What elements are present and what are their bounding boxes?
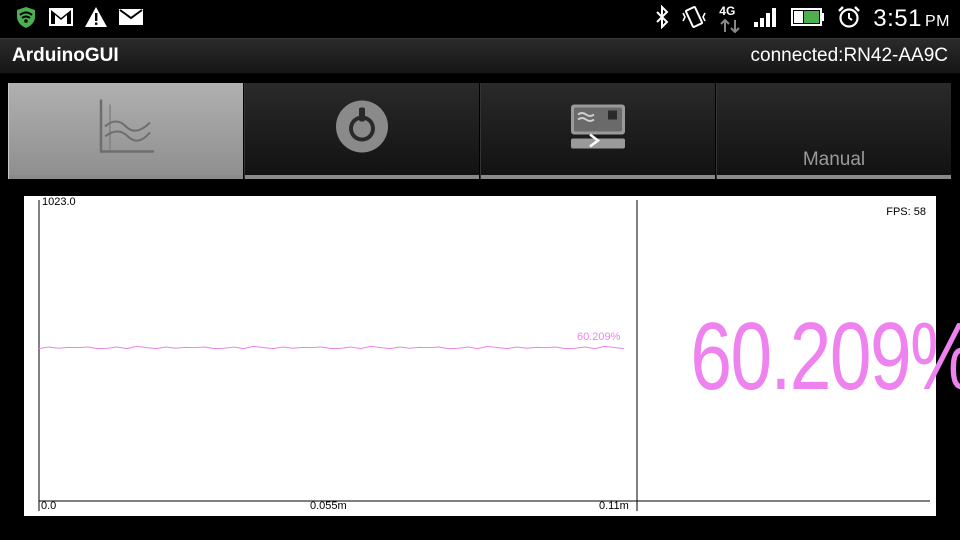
network-4g-icon: 4G: [719, 4, 741, 34]
app-title-bar: ArduinoGUI connected:RN42-AA9C: [0, 38, 960, 74]
network-type-label: 4G: [719, 4, 736, 18]
tab-graph-underline: [9, 175, 243, 179]
tab-knob[interactable]: [244, 83, 480, 179]
graph-panel: 1023.0 FPS: 58 60.209% 60.209% 0.0 0.055…: [24, 196, 960, 516]
app-title: ArduinoGUI: [12, 45, 119, 66]
big-value-readout: 60.209%: [690, 303, 960, 410]
tab-terminal[interactable]: [480, 83, 716, 179]
tab-bar: Manual: [8, 83, 952, 179]
y-max-label: 1023.0: [42, 196, 76, 208]
status-clock: 3:51 PM: [873, 5, 950, 33]
tab-manual-underline: [717, 175, 951, 179]
fps-label: FPS: 58: [886, 206, 926, 218]
alarm-icon: [837, 5, 861, 34]
bluetooth-icon: [655, 4, 669, 34]
battery-icon: [791, 7, 825, 31]
data-trace-line: [38, 345, 625, 350]
knob-icon: [334, 99, 390, 160]
system-icons: 4G: [655, 4, 950, 34]
tab-knob-underline: [245, 175, 479, 179]
serial-terminal-icon: [568, 101, 628, 158]
tab-manual-label: Manual: [802, 149, 866, 170]
clock-ampm: PM: [925, 13, 950, 30]
status-bar: 4G: [0, 0, 960, 38]
plot-area: [38, 200, 930, 511]
x-label-end: 0.11m: [599, 500, 629, 512]
gmail-icon: [48, 7, 74, 32]
clock-time: 3:51: [873, 5, 922, 32]
tab-manual[interactable]: Manual: [716, 83, 952, 179]
trace-value-label: 60.209%: [577, 331, 621, 343]
line-graph-icon: [96, 97, 156, 162]
tab-graph[interactable]: [8, 83, 244, 179]
warning-icon: [84, 6, 108, 33]
x-label-mid: 0.055m: [310, 500, 347, 512]
connection-status: connected:RN42-AA9C: [750, 45, 949, 66]
tab-terminal-underline: [481, 175, 715, 179]
mail-icon: [118, 8, 144, 31]
notification-icons: [14, 6, 144, 32]
shield-wifi-icon: [14, 5, 38, 34]
vibrate-icon: [681, 5, 707, 34]
signal-icon: [753, 6, 779, 33]
x-label-start: 0.0: [41, 500, 57, 512]
